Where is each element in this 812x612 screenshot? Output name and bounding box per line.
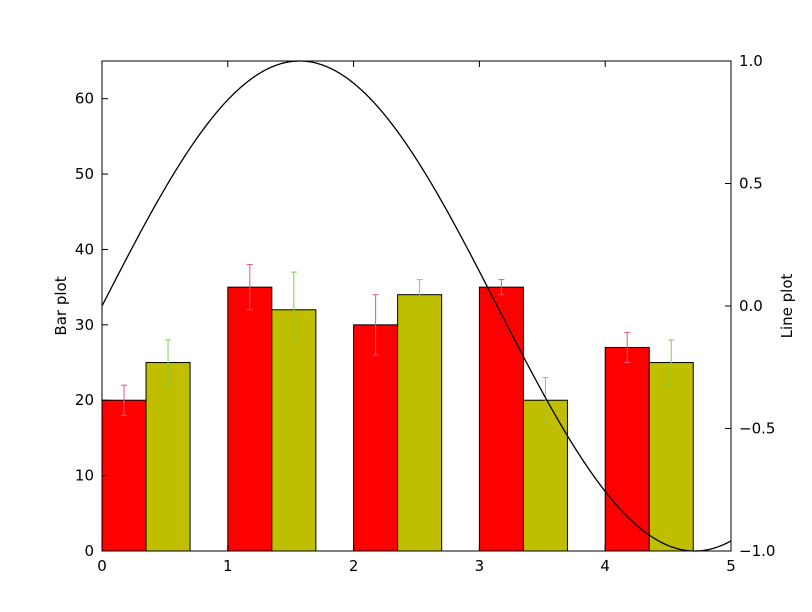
right-axis-label: Line plot bbox=[778, 273, 796, 338]
bar bbox=[397, 294, 443, 552]
bar bbox=[353, 324, 399, 552]
x-tick-label: 3 bbox=[475, 557, 485, 575]
line-layer bbox=[101, 60, 732, 552]
x-tick-label: 2 bbox=[349, 557, 359, 575]
x-tick-label: 0 bbox=[97, 557, 107, 575]
bar bbox=[522, 399, 568, 552]
bar bbox=[271, 309, 317, 552]
x-tick-label: 5 bbox=[726, 557, 736, 575]
right-y-tick-label: 0.5 bbox=[739, 175, 763, 193]
left-y-tick-label: 10 bbox=[75, 467, 94, 485]
bar bbox=[604, 346, 650, 552]
sine-line bbox=[101, 60, 732, 552]
bar bbox=[227, 286, 273, 552]
bars-layer bbox=[101, 286, 694, 552]
right-y-tick-label: −1.0 bbox=[739, 542, 775, 560]
left-axis-label: Bar plot bbox=[52, 276, 70, 335]
right-y-tick-label: 1.0 bbox=[739, 52, 763, 70]
x-tick-label: 1 bbox=[223, 557, 233, 575]
bar bbox=[478, 286, 524, 552]
left-y-tick-label: 0 bbox=[84, 542, 94, 560]
right-y-tick-label: −0.5 bbox=[739, 420, 775, 438]
x-tick-label: 4 bbox=[600, 557, 610, 575]
bar bbox=[145, 362, 191, 552]
left-y-tick-label: 40 bbox=[75, 240, 94, 258]
bar bbox=[101, 399, 147, 552]
left-y-tick-label: 60 bbox=[75, 90, 94, 108]
bar bbox=[648, 362, 694, 552]
errorbars-layer bbox=[121, 264, 675, 424]
left-y-tick-label: 30 bbox=[75, 316, 94, 334]
left-y-tick-label: 50 bbox=[75, 165, 94, 183]
left-y-tick-label: 20 bbox=[75, 391, 94, 409]
right-y-tick-label: 0.0 bbox=[739, 297, 763, 315]
